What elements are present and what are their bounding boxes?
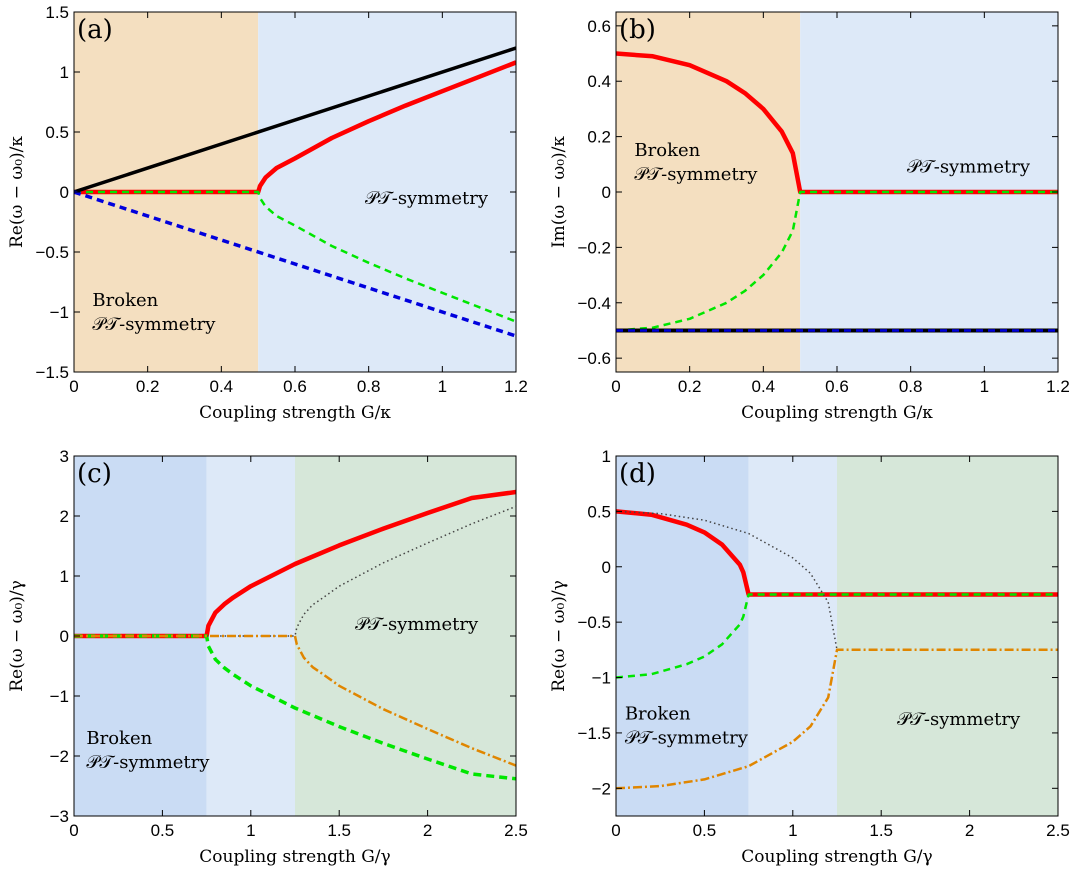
ytick-label: −1 <box>50 303 69 322</box>
region-annotation: Broken 𝒫𝒯-symmetry <box>86 728 210 773</box>
ytick-label: 0.5 <box>587 502 611 521</box>
ytick-label: 0 <box>60 627 69 646</box>
series-a-1 <box>74 190 516 323</box>
ytick-label: −0.5 <box>577 613 611 632</box>
xtick-label: 0.6 <box>825 377 849 396</box>
panel-c: 0 0.5 1 1.5 2 2.5 −3 −2 −1 0 1 2 3 Coupling strength … <box>7 447 528 867</box>
xtick-label: 0 <box>611 377 620 396</box>
region-d-1 <box>748 456 837 816</box>
ytick-label: −1.5 <box>577 724 611 743</box>
region-d-0 <box>616 456 749 816</box>
region-annotation: 𝒫𝒯-symmetry <box>897 709 1021 730</box>
series-a-0 <box>74 60 516 195</box>
xtick-label: 0.2 <box>136 377 160 396</box>
region-annotation: 𝒫𝒯-symmetry <box>907 157 1031 178</box>
axes-frame-d <box>615 455 1059 817</box>
ytick-label: 2 <box>60 507 69 526</box>
ytick-label: −0.2 <box>577 238 611 257</box>
xtick-label: 0 <box>611 821 620 840</box>
region-c-2 <box>295 456 516 816</box>
panel-label: (b) <box>619 15 656 45</box>
xtick-label: 1 <box>980 377 989 396</box>
ytick-label: 1 <box>60 63 69 82</box>
xtick-label: 0 <box>69 821 78 840</box>
xtick-label: 0.5 <box>151 821 175 840</box>
xtick-label: 1.2 <box>1046 377 1070 396</box>
xtick-label: 1.2 <box>504 377 528 396</box>
y-axis-label: Im(ω − ω₀)/κ <box>549 136 569 248</box>
panel-label: (c) <box>77 459 112 489</box>
xtick-label: 1 <box>788 821 797 840</box>
xtick-label: 1.5 <box>327 821 351 840</box>
panel-d: 0 0.5 1 1.5 2 2.5 −2 −1.5 −1 −0.5 0 0.5 1 Coupling st… <box>549 447 1070 867</box>
region-annotation: Broken 𝒫𝒯-symmetry <box>625 704 749 749</box>
series-d-0 <box>616 509 1058 597</box>
xtick-label: 0.4 <box>752 377 776 396</box>
xtick-label: 2.5 <box>504 821 528 840</box>
ytick-label: 0.4 <box>587 72 611 91</box>
x-axis-label: Coupling strength G/κ <box>199 403 391 423</box>
ytick-label: −0.5 <box>35 243 69 262</box>
series-c-3 <box>74 634 516 767</box>
ytick-label: −0.6 <box>577 349 611 368</box>
series-c-2 <box>206 505 516 637</box>
x-axis-label: Coupling strength G/γ <box>741 847 932 867</box>
region-b-0 <box>616 12 801 372</box>
ytick-label: −1 <box>50 687 69 706</box>
ytick-label: 1.5 <box>45 3 69 22</box>
xtick-label: 0 <box>69 377 78 396</box>
ytick-label: 1 <box>602 447 611 466</box>
xtick-label: 0.4 <box>210 377 234 396</box>
region-annotation: 𝒫𝒯-symmetry <box>365 188 489 209</box>
x-axis-label: Coupling strength G/γ <box>199 847 390 867</box>
panel-label: (d) <box>619 459 656 489</box>
ytick-label: 0 <box>60 183 69 202</box>
ytick-label: 1 <box>60 567 69 586</box>
xtick-label: 1 <box>438 377 447 396</box>
ytick-label: −2 <box>592 779 611 798</box>
xtick-label: 0.2 <box>678 377 702 396</box>
ytick-label: −0.4 <box>577 294 611 313</box>
series-c-0 <box>74 489 516 639</box>
region-d-2 <box>837 456 1058 816</box>
series-a-3 <box>74 190 516 338</box>
ytick-label: 0.2 <box>587 128 611 147</box>
ytick-label: −3 <box>50 807 69 826</box>
xtick-label: 2 <box>965 821 974 840</box>
series-b-1 <box>616 190 1058 332</box>
series-b-0 <box>616 51 1058 195</box>
xtick-label: 1.5 <box>869 821 893 840</box>
panel-b: 0 0.2 0.4 0.6 0.8 1 1.2 −0.6 −0.4 −0.2 0 0.2 0.4 0.6 C… <box>549 11 1070 423</box>
xtick-label: 0.6 <box>283 377 307 396</box>
series-d-1 <box>616 593 1058 679</box>
ytick-label: 0.6 <box>587 17 611 36</box>
ytick-label: 3 <box>60 447 69 466</box>
xtick-label: 0.8 <box>357 377 381 396</box>
panel-label: (a) <box>77 15 113 45</box>
region-annotation: Broken 𝒫𝒯-symmetry <box>634 140 758 185</box>
region-annotation: Broken 𝒫𝒯-symmetry <box>92 290 216 335</box>
ytick-label: −1.5 <box>35 363 69 382</box>
region-a-1 <box>258 12 516 372</box>
xtick-label: 1 <box>246 821 255 840</box>
ytick-label: −2 <box>50 747 69 766</box>
y-axis-label: Re(ω − ω₀)/κ <box>7 136 27 248</box>
y-axis-label: Re(ω − ω₀)/γ <box>549 580 569 692</box>
y-axis-label: Re(ω − ω₀)/γ <box>7 580 27 692</box>
series-a-2 <box>74 46 516 194</box>
series-c-1 <box>74 634 516 781</box>
ytick-label: 0.5 <box>45 123 69 142</box>
region-annotation: 𝒫𝒯-symmetry <box>355 614 479 635</box>
ytick-label: 0 <box>602 183 611 202</box>
ytick-label: −1 <box>592 669 611 688</box>
ytick-label: 0 <box>602 558 611 577</box>
x-axis-label: Coupling strength G/κ <box>741 403 933 423</box>
xtick-label: 2.5 <box>1046 821 1070 840</box>
xtick-label: 2 <box>423 821 432 840</box>
panel-a: 0 0.2 0.4 0.6 0.8 1 1.2 −1.5 −1 −0.5 0 0.5 1 1.5 Coupl… <box>7 3 528 423</box>
xtick-label: 0.8 <box>899 377 923 396</box>
xtick-label: 0.5 <box>693 821 717 840</box>
series-d-3 <box>616 648 1058 790</box>
